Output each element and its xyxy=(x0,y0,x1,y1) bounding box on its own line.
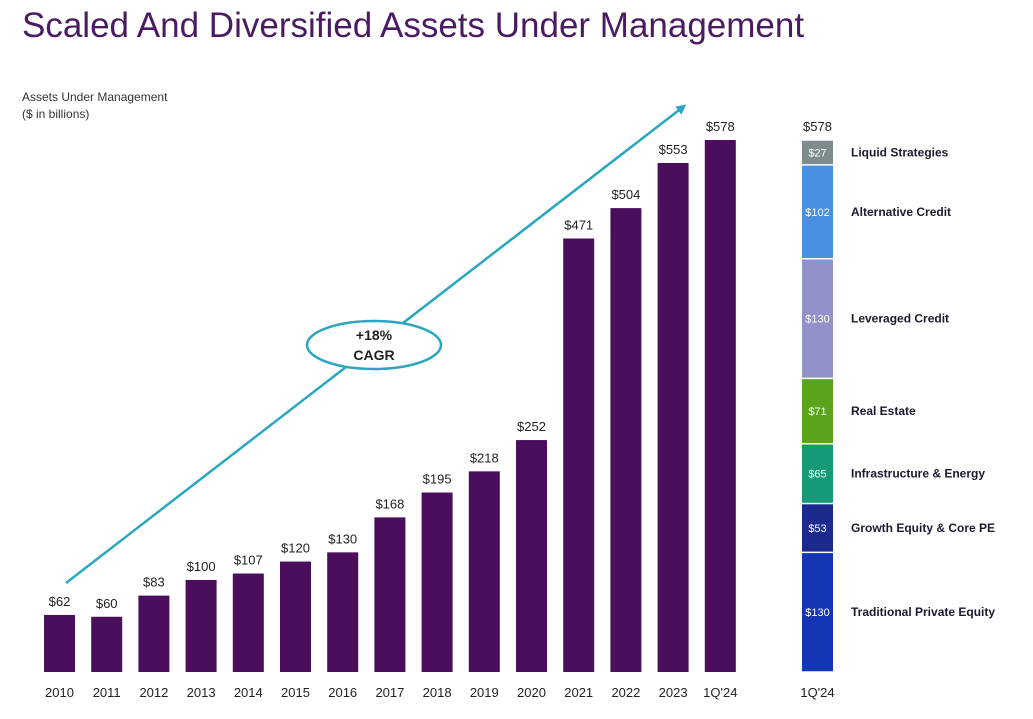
bar-value-label: $60 xyxy=(96,596,118,611)
x-tick-label: 2022 xyxy=(611,685,640,700)
segment-name-label: Alternative Credit xyxy=(851,205,951,219)
bar-2019 xyxy=(468,471,500,672)
bar-2020 xyxy=(516,440,547,672)
segment-name-label: Leveraged Credit xyxy=(851,312,949,326)
bar-value-label: $471 xyxy=(564,217,593,232)
bar-value-label: $553 xyxy=(659,142,688,157)
x-tick-label: 2013 xyxy=(187,685,216,700)
segment-leveraged-credit xyxy=(802,259,833,378)
x-tick-label: 2010 xyxy=(45,685,74,700)
bar-2013 xyxy=(185,579,217,672)
bar-2014 xyxy=(232,573,264,672)
stacked-bar-layer: $27 Liquid Strategies $102 Alternative Cred… xyxy=(800,119,995,700)
bar-value-label: $252 xyxy=(517,419,546,434)
bar-value-label: $195 xyxy=(423,472,452,487)
segment-infrastructure-energy xyxy=(802,444,833,503)
segment-value-label: $27 xyxy=(808,147,826,159)
chart-subtitle: Assets Under Management xyxy=(22,90,168,104)
bar-2018 xyxy=(421,492,453,672)
bar-2015 xyxy=(280,561,311,672)
x-tick-label: 2012 xyxy=(139,685,168,700)
segment-name-label: Traditional Private Equity xyxy=(851,605,995,619)
x-tick-label: 2023 xyxy=(659,685,688,700)
segment-name-label: Infrastructure & Energy xyxy=(851,467,985,481)
bar-value-label: $120 xyxy=(281,541,310,556)
bar-value-label: $578 xyxy=(706,119,735,134)
x-tick-label: 2019 xyxy=(470,685,499,700)
stack-total-label: $578 xyxy=(803,119,832,134)
cagr-text-label: CAGR xyxy=(353,347,394,363)
x-tick-label: 2011 xyxy=(93,685,121,700)
segment-name-label: Growth Equity & Core PE xyxy=(851,521,995,535)
stack-x-tick-label: 1Q'24 xyxy=(800,685,834,700)
segment-traditional-private-equity xyxy=(802,553,833,672)
segment-value-label: $71 xyxy=(808,406,826,418)
bar-2023 xyxy=(657,163,689,672)
bars-layer: $62 2010 $60 2011 $83 2012 $100 2013 $107 2014 $12… xyxy=(44,119,737,700)
segment-value-label: $102 xyxy=(805,207,829,219)
x-tick-label: 1Q'24 xyxy=(703,685,737,700)
x-tick-label: 2018 xyxy=(423,685,452,700)
bar-2016 xyxy=(327,552,359,672)
bar-value-label: $504 xyxy=(611,187,640,202)
segment-name-label: Liquid Strategies xyxy=(851,145,949,159)
bar-2021 xyxy=(563,238,595,672)
bar-2017 xyxy=(374,517,406,672)
segment-value-label: $130 xyxy=(805,607,829,619)
bar-value-label: $107 xyxy=(234,553,263,568)
segment-real-estate xyxy=(802,379,833,443)
bar-2022 xyxy=(610,208,642,673)
chart-unit-label: ($ in billions) xyxy=(22,107,90,121)
bar-2012 xyxy=(138,595,170,672)
x-tick-label: 2015 xyxy=(281,685,310,700)
page-title: Scaled And Diversified Assets Under Mana… xyxy=(22,6,805,45)
segment-alternative-credit xyxy=(802,165,833,258)
segment-value-label: $65 xyxy=(808,469,826,481)
bar-value-label: $218 xyxy=(470,450,499,465)
bar-1Q'24 xyxy=(704,140,736,672)
segment-value-label: $130 xyxy=(805,314,829,326)
cagr-ellipse xyxy=(305,319,443,371)
bar-value-label: $83 xyxy=(143,575,165,590)
segment-liquid-strategies xyxy=(802,140,833,165)
bar-value-label: $100 xyxy=(187,559,216,574)
segment-name-label: Real Estate xyxy=(851,404,916,418)
x-tick-label: 2020 xyxy=(517,685,546,700)
cagr-percent-label: +18% xyxy=(356,327,393,343)
bar-value-label: $130 xyxy=(328,531,357,546)
segment-growth-equity-core-pe xyxy=(802,504,833,552)
bar-value-label: $62 xyxy=(49,594,71,609)
bar-value-label: $168 xyxy=(375,496,404,511)
x-tick-label: 2021 xyxy=(564,685,593,700)
x-tick-label: 2017 xyxy=(375,685,404,700)
x-tick-label: 2016 xyxy=(328,685,357,700)
bar-2011 xyxy=(91,616,123,672)
segment-value-label: $53 xyxy=(808,523,826,535)
x-tick-label: 2014 xyxy=(234,685,263,700)
bar-2010 xyxy=(44,614,75,672)
